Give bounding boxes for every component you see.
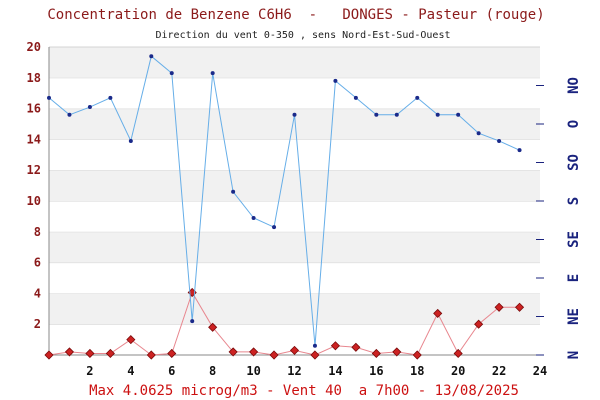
data-point [371,348,381,359]
data-point [269,350,279,360]
wind-tick-label: O [566,120,582,128]
data-point [330,341,340,351]
grid-band [49,170,540,201]
x-tick-label: 4 [127,364,134,378]
wind-tick-label: N [566,351,582,359]
x-tick-label: 8 [209,364,216,378]
data-point [494,302,504,312]
data-point [412,350,422,360]
data-point [497,138,502,143]
data-point [169,71,174,76]
data-point [249,347,259,357]
y-tick-label: 6 [34,256,41,270]
data-point [289,345,300,355]
x-axis: 2 4 6 8 10 12 14 16 18 20 22 24 [86,364,547,378]
wind-tick-label: SO [566,154,582,171]
data-point [251,215,256,220]
data-point [351,342,361,352]
series-line [48,55,520,346]
data-point [310,350,320,360]
y-tick-label: 16 [27,102,41,116]
wind-tick-label: SE [566,231,582,248]
y-tick-label: 4 [34,286,41,300]
grid-band [49,139,540,171]
x-tick-label: 22 [492,364,506,378]
plot-background [49,46,540,355]
data-point [415,95,420,100]
wind-tick-label: E [566,274,582,282]
data-point [231,189,236,194]
data-point [353,95,358,100]
y-tick-label: 14 [27,132,41,146]
data-point [312,343,317,348]
data-point [453,348,463,359]
wind-tick-label: NE [566,308,582,325]
data-point [292,112,297,117]
y-tick-label: 8 [34,225,41,239]
y-tick-label: 18 [27,71,41,85]
wind-tick-label: NO [566,77,582,94]
data-point [435,112,440,117]
x-tick-label: 6 [168,364,175,378]
data-point [333,78,338,83]
wind-direction-axis: N NE E SE S SO O NO [536,77,582,359]
data-point [149,54,154,59]
y-axis: 2 4 6 8 10 12 14 16 18 20 [27,40,41,331]
grid-band [49,262,540,294]
x-tick-label: 2 [86,364,93,378]
data-point [433,308,443,318]
x-tick-label: 20 [451,364,465,378]
grid-band [49,47,540,78]
data-point [108,95,113,100]
grid-band [49,201,540,232]
data-point [392,347,402,357]
data-point [105,348,115,359]
series-layer [44,54,525,360]
chart-title: Concentration de Benzene C6H6 - DONGES -… [47,7,544,23]
x-tick-label: 24 [533,364,547,378]
data-point [374,112,379,117]
data-point [47,95,51,100]
y-tick-label: 20 [27,40,41,54]
data-point [476,131,481,136]
x-tick-label: 12 [287,364,301,378]
data-point [146,350,156,360]
x-tick-label: 14 [328,364,342,378]
data-point [128,138,133,143]
data-point [210,71,215,76]
data-point [208,322,218,332]
y-tick-label: 12 [27,163,41,177]
data-point [456,112,461,117]
x-tick-label: 16 [369,364,383,378]
y-tick-label: 10 [27,194,41,208]
data-point [474,319,484,329]
wind-tick-label: S [566,197,582,205]
y-tick-label: 2 [34,317,41,331]
chart-footer: Max 4.0625 microg/m3 - Vent 40 a 7h00 - … [89,383,519,399]
series-line [48,291,520,356]
data-point [190,319,195,324]
data-point [272,225,277,230]
grid-band [49,231,540,263]
data-point [64,347,75,357]
data-point [167,348,177,359]
chart-subtitle: Direction du vent 0-350 , sens Nord-Est-… [155,30,450,41]
data-point [394,112,399,117]
data-point [67,112,72,117]
data-point [44,350,54,360]
data-point [514,302,525,312]
grid-band [49,293,540,325]
grid-band [49,77,540,109]
data-point [126,335,136,345]
data-point [517,148,522,153]
x-tick-label: 18 [410,364,424,378]
data-point [85,348,95,359]
data-point [87,105,92,110]
x-tick-label: 10 [246,364,260,378]
data-point [228,347,238,357]
